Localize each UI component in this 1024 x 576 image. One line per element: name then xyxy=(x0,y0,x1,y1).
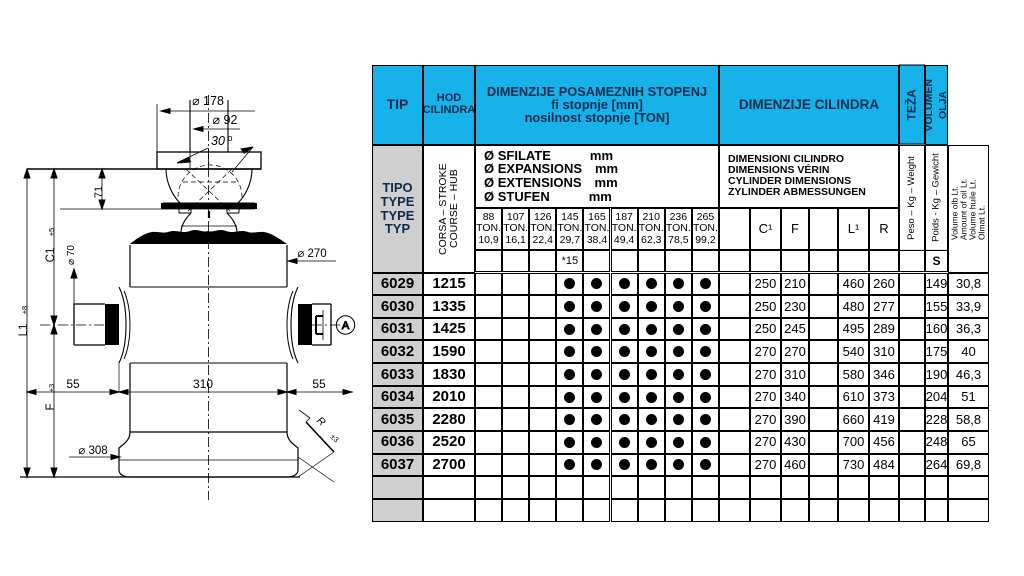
svg-text:71: 71 xyxy=(93,186,105,198)
svg-text:A: A xyxy=(342,320,350,332)
svg-text:F: F xyxy=(45,403,57,410)
svg-text:310: 310 xyxy=(193,377,213,391)
svg-text:55: 55 xyxy=(66,377,80,391)
svg-text:o: o xyxy=(227,133,232,143)
svg-text:C1: C1 xyxy=(45,248,57,263)
svg-text:±3: ±3 xyxy=(329,432,341,444)
svg-text:30: 30 xyxy=(211,134,225,148)
svg-text:⌀ 92: ⌀ 92 xyxy=(213,113,238,127)
svg-text:⌀ 70: ⌀ 70 xyxy=(66,245,77,265)
svg-text:⌀ 308: ⌀ 308 xyxy=(78,445,107,457)
svg-text:⌀ 270: ⌀ 270 xyxy=(297,248,326,260)
svg-text:55: 55 xyxy=(312,377,326,391)
svg-text:±3: ±3 xyxy=(47,384,56,392)
svg-text:L1: L1 xyxy=(18,324,30,337)
svg-text:±5: ±5 xyxy=(47,228,56,236)
svg-text:R: R xyxy=(314,415,328,429)
svg-text:⌀ 178: ⌀ 178 xyxy=(192,94,224,108)
svg-text:±8: ±8 xyxy=(20,306,29,314)
